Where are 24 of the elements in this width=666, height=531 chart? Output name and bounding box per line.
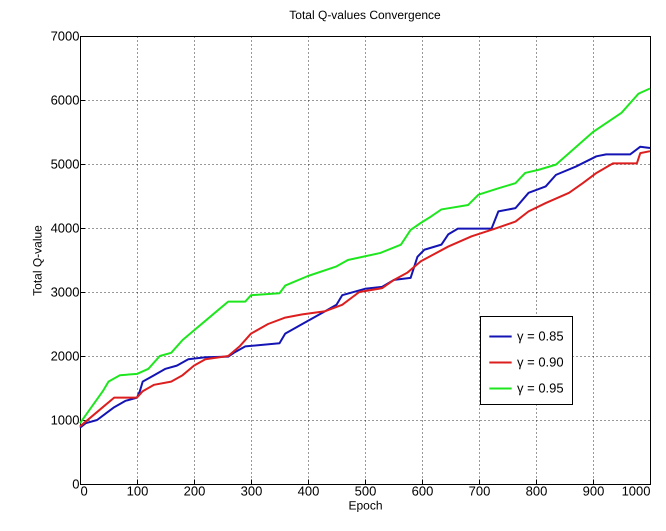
x-tick-label: 800 [526, 484, 548, 498]
y-tick-label: 4000 [50, 220, 80, 236]
x-tick-label: 300 [240, 484, 262, 498]
y-tick-label: 2000 [50, 348, 80, 364]
y-tick-label: 7000 [50, 28, 80, 44]
x-tick-label: 100 [126, 484, 148, 498]
legend-label: γ = 0.95 [517, 380, 564, 396]
legend-label: γ = 0.85 [517, 328, 564, 344]
x-axis-title: Epoch [348, 498, 383, 512]
chart-title: Total Q-values Convergence [289, 8, 442, 22]
x-tick-label: 900 [582, 484, 604, 498]
x-tick-label: 500 [354, 484, 376, 498]
x-tick-label: 200 [184, 484, 206, 498]
y-tick-label: 3000 [50, 284, 80, 300]
x-tick-label: 700 [468, 484, 490, 498]
x-tick-label: 400 [298, 484, 320, 498]
x-tick-label: 1000 [622, 484, 650, 498]
line-series [79, 87, 651, 424]
y-tick-label: 1000 [50, 412, 80, 428]
y-tick-label: 5000 [50, 156, 80, 172]
x-tick-label: 600 [412, 484, 434, 498]
y-tick-label: 6000 [50, 92, 80, 108]
y-axis-title: Total Q-value [30, 224, 45, 296]
legend-label: γ = 0.90 [517, 354, 564, 370]
